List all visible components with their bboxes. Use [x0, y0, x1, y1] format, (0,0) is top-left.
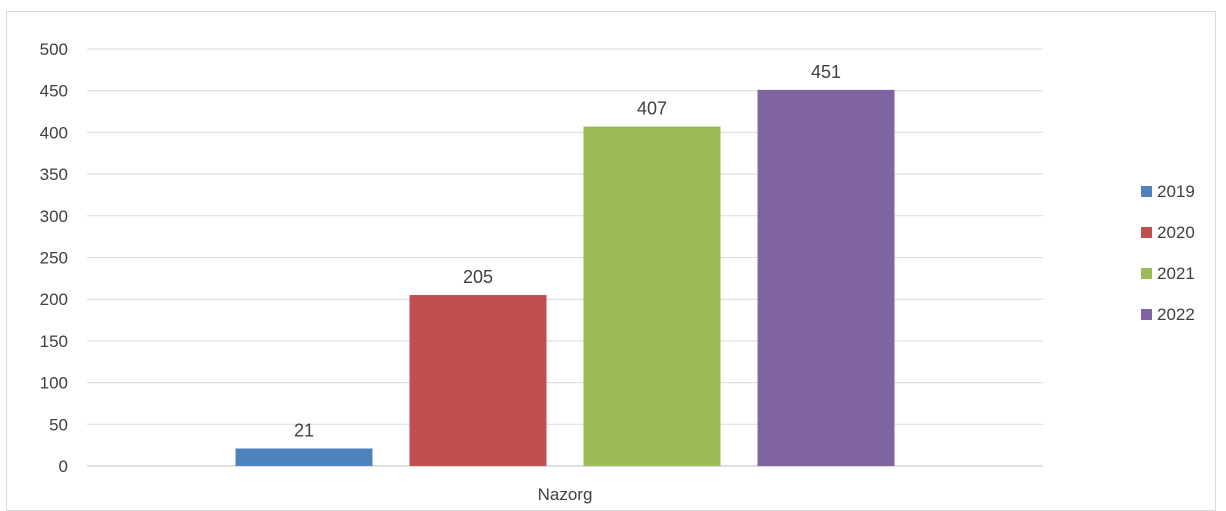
y-tick-label: 350	[40, 165, 68, 184]
legend-label-2022: 2022	[1157, 305, 1195, 324]
y-tick-label: 50	[49, 415, 68, 434]
legend-label-2019: 2019	[1157, 182, 1195, 201]
x-axis: Nazorg	[538, 485, 593, 504]
legend-label-2020: 2020	[1157, 223, 1195, 242]
legend-swatch-2020	[1141, 227, 1152, 238]
y-tick-label: 500	[40, 40, 68, 59]
y-tick-label: 0	[59, 457, 68, 476]
bar-2021	[583, 126, 721, 466]
category-label: Nazorg	[538, 485, 593, 504]
legend: 2019 2020 2021 2022	[1141, 182, 1195, 324]
legend-swatch-2021	[1141, 268, 1152, 279]
y-tick-label: 450	[40, 82, 68, 101]
legend-label-2021: 2021	[1157, 264, 1195, 283]
data-label-2021: 407	[637, 99, 667, 119]
data-label-2022: 451	[811, 62, 841, 82]
data-labels: 21 205 407 451	[294, 62, 841, 441]
data-label-2019: 21	[294, 420, 314, 440]
data-label-2020: 205	[463, 267, 493, 287]
bars	[235, 89, 895, 466]
legend-swatch-2022	[1141, 309, 1152, 320]
y-tick-label: 150	[40, 332, 68, 351]
y-tick-label: 250	[40, 249, 68, 268]
y-tick-label: 300	[40, 207, 68, 226]
y-axis-ticks: 0 50 100 150 200 250 300 350 400 450 500	[40, 40, 68, 476]
bar-2022	[757, 89, 895, 466]
y-tick-label: 200	[40, 290, 68, 309]
y-tick-label: 400	[40, 123, 68, 142]
bar-2020	[409, 295, 547, 466]
gridlines	[87, 48, 1043, 467]
legend-swatch-2019	[1141, 186, 1152, 197]
y-tick-label: 100	[40, 374, 68, 393]
bar-2019	[235, 448, 373, 466]
